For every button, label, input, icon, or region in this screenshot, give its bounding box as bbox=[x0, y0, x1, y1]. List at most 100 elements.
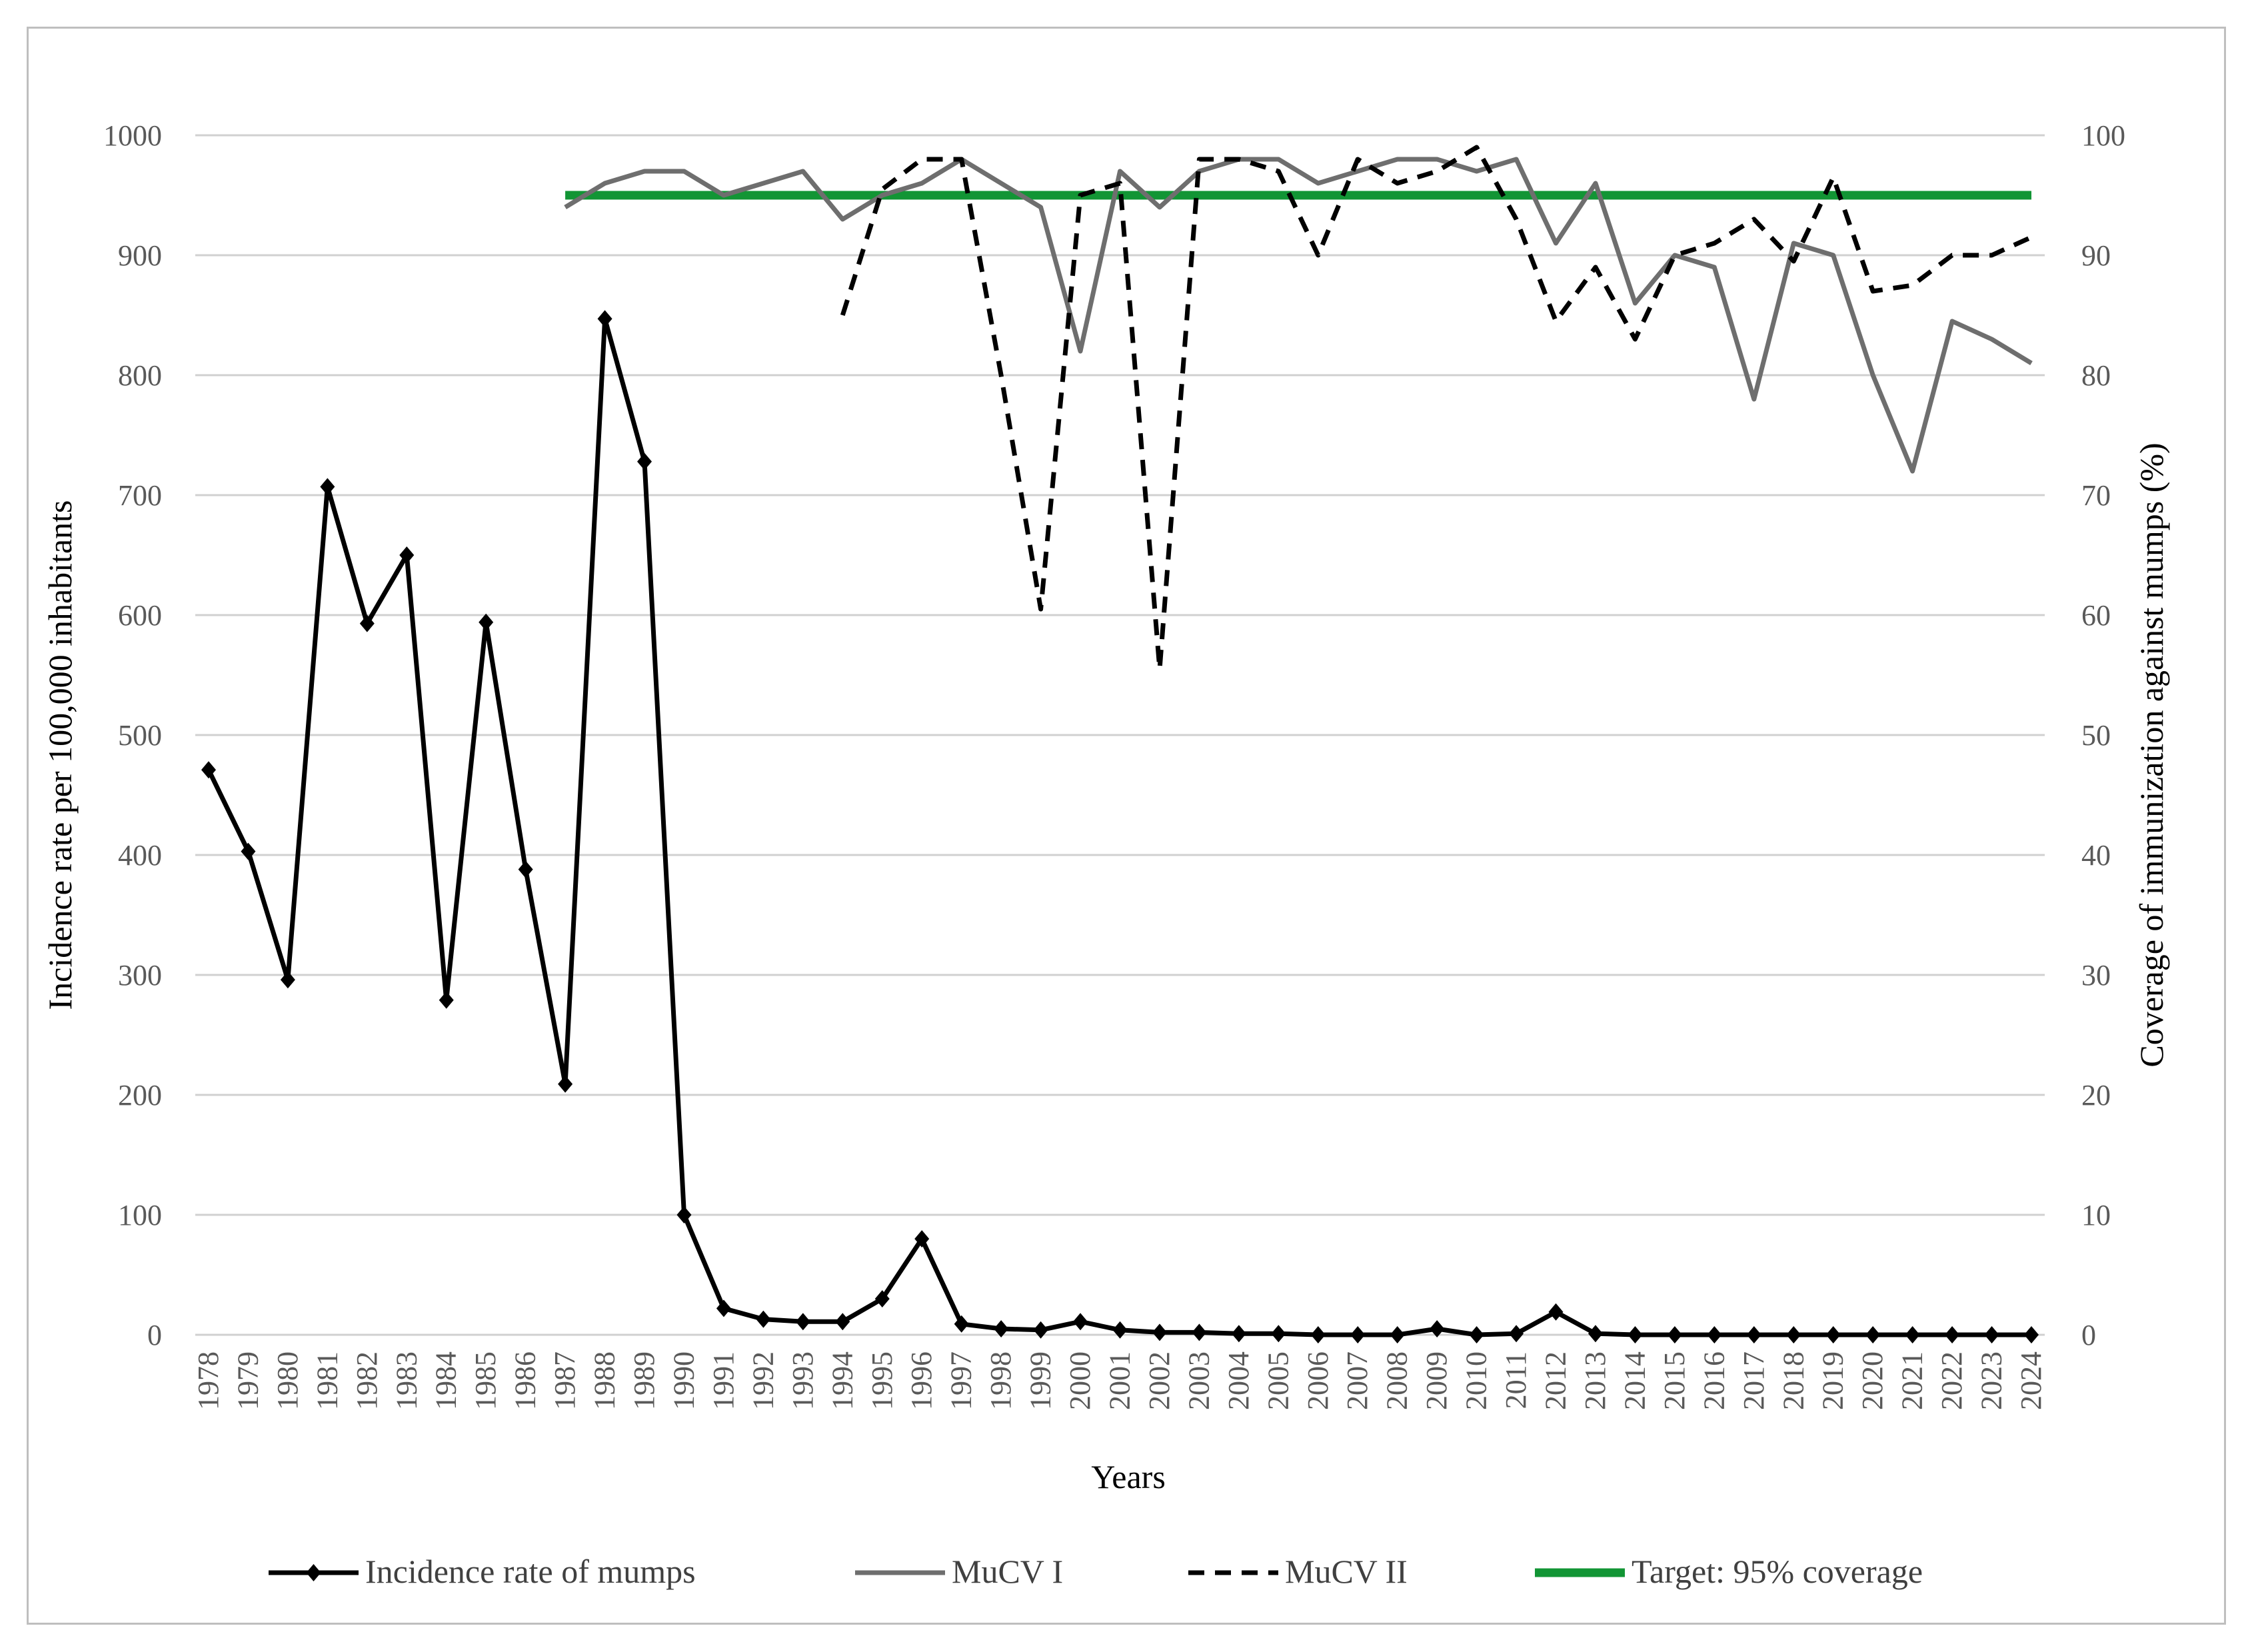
data-point-marker bbox=[1905, 1326, 1920, 1343]
data-point-marker bbox=[399, 546, 415, 564]
legend-label: Incidence rate of mumps bbox=[365, 1553, 696, 1590]
data-point-marker bbox=[874, 1290, 890, 1307]
left-y-tick-label: 300 bbox=[118, 959, 162, 992]
data-point-marker bbox=[1945, 1326, 1960, 1343]
x-tick-label: 2020 bbox=[1856, 1351, 1889, 1410]
data-point-marker bbox=[1469, 1326, 1484, 1343]
x-tick-label: 1996 bbox=[905, 1351, 938, 1410]
data-point-marker bbox=[439, 991, 454, 1009]
x-tick-label: 2007 bbox=[1341, 1351, 1374, 1410]
x-tick-label: 2011 bbox=[1500, 1351, 1532, 1409]
x-tick-label: 2002 bbox=[1143, 1351, 1176, 1410]
data-point-marker bbox=[756, 1310, 771, 1328]
x-axis-title: Years bbox=[1091, 1458, 1166, 1495]
x-tick-label: 2010 bbox=[1460, 1351, 1493, 1410]
x-tick-label: 1978 bbox=[192, 1351, 225, 1410]
series-line-0 bbox=[206, 316, 2031, 1337]
x-tick-label: 2005 bbox=[1262, 1351, 1294, 1410]
x-tick-label: 2013 bbox=[1579, 1351, 1612, 1410]
x-tick-label: 1998 bbox=[984, 1351, 1017, 1410]
data-point-marker bbox=[280, 971, 295, 989]
data-point-marker bbox=[954, 1315, 969, 1333]
data-point-marker bbox=[1707, 1326, 1722, 1343]
legend: Incidence rate of mumps MuCV I MuCV II Targ… bbox=[269, 1553, 1923, 1590]
x-tick-label: 1982 bbox=[351, 1351, 383, 1410]
right-y-tick-label: 50 bbox=[2081, 719, 2111, 752]
x-tick-label: 1991 bbox=[707, 1351, 740, 1410]
x-tick-label: 1983 bbox=[390, 1351, 423, 1410]
x-tick-label: 2008 bbox=[1381, 1351, 1414, 1410]
left-y-tick-label: 900 bbox=[118, 239, 162, 272]
data-point-marker bbox=[914, 1230, 930, 1247]
right-axis-title: Coverage of immunization against mumps (… bbox=[2133, 442, 2170, 1067]
left-y-ticks: 0 100 200 300 400 500 600 700 800 900 1000 bbox=[103, 119, 162, 1351]
series-lines bbox=[201, 145, 2039, 1343]
data-point-marker bbox=[1033, 1321, 1048, 1339]
x-tick-label: 2012 bbox=[1540, 1351, 1572, 1410]
left-y-tick-label: 100 bbox=[118, 1199, 162, 1232]
x-tick-label: 1985 bbox=[469, 1351, 502, 1410]
x-tick-label: 2022 bbox=[1935, 1351, 1968, 1410]
right-y-tick-label: 100 bbox=[2081, 119, 2125, 152]
x-tick-label: 1979 bbox=[231, 1351, 264, 1410]
left-y-tick-label: 800 bbox=[118, 359, 162, 392]
x-tick-label: 1999 bbox=[1024, 1351, 1057, 1410]
x-tick-label: 1980 bbox=[271, 1351, 304, 1410]
x-tick-label: 2009 bbox=[1420, 1351, 1453, 1410]
data-point-marker bbox=[1628, 1326, 1643, 1343]
left-y-tick-label: 0 bbox=[147, 1319, 162, 1351]
x-tick-label: 1997 bbox=[945, 1351, 978, 1410]
x-tick-label: 2004 bbox=[1222, 1351, 1255, 1410]
data-point-marker bbox=[1588, 1325, 1603, 1343]
right-y-tick-label: 40 bbox=[2081, 839, 2111, 872]
left-y-tick-label: 200 bbox=[118, 1079, 162, 1112]
data-point-marker bbox=[1865, 1326, 1881, 1343]
data-point-marker bbox=[479, 613, 494, 631]
data-point-marker bbox=[320, 478, 335, 496]
data-point-marker bbox=[1509, 1325, 1524, 1343]
right-y-tick-label: 70 bbox=[2081, 479, 2111, 512]
right-y-tick-label: 0 bbox=[2081, 1319, 2096, 1351]
x-tick-label: 1988 bbox=[588, 1351, 621, 1410]
right-y-tick-label: 90 bbox=[2081, 239, 2111, 272]
data-point-marker bbox=[2024, 1326, 2039, 1343]
series-line-1 bbox=[564, 157, 2033, 474]
right-y-ticks: 0 10 20 30 40 50 60 70 80 90 100 bbox=[2081, 119, 2125, 1351]
data-point-marker bbox=[1825, 1326, 1841, 1343]
x-tick-label: 2017 bbox=[1737, 1351, 1770, 1410]
right-y-tick-label: 10 bbox=[2081, 1199, 2111, 1232]
right-y-tick-label: 20 bbox=[2081, 1079, 2111, 1112]
legend-label: MuCV II bbox=[1285, 1553, 1408, 1590]
data-point-marker bbox=[1984, 1326, 1999, 1343]
data-point-marker bbox=[1667, 1326, 1682, 1343]
chart-frame: 0 100 200 300 400 500 600 700 800 900 1000 0 10 20 30… bbox=[27, 27, 2226, 1625]
data-point-marker bbox=[1350, 1326, 1366, 1343]
data-point-marker bbox=[994, 1320, 1009, 1337]
x-tick-label: 2024 bbox=[2015, 1351, 2047, 1410]
data-point-marker bbox=[1271, 1325, 1286, 1343]
data-point-marker bbox=[1786, 1326, 1801, 1343]
x-tick-label: 1987 bbox=[549, 1351, 581, 1410]
left-y-tick-label: 500 bbox=[118, 719, 162, 752]
left-y-tick-label: 600 bbox=[118, 599, 162, 632]
data-point-marker bbox=[1112, 1321, 1128, 1339]
data-point-marker bbox=[1746, 1326, 1761, 1343]
x-tick-label: 2006 bbox=[1302, 1351, 1334, 1410]
data-point-marker bbox=[1152, 1323, 1167, 1341]
series-line-2 bbox=[840, 145, 2033, 672]
data-point-marker bbox=[835, 1313, 850, 1331]
x-tick-label: 2019 bbox=[1817, 1351, 1849, 1410]
data-point-marker bbox=[1548, 1303, 1564, 1321]
legend-label: Target: 95% coverage bbox=[1632, 1553, 1923, 1590]
left-axis-title: Incidence rate per 100,000 inhabitants bbox=[41, 500, 79, 1010]
data-point-marker bbox=[1390, 1326, 1405, 1343]
x-tick-label: 2014 bbox=[1618, 1351, 1651, 1410]
data-point-marker bbox=[241, 842, 256, 860]
mumps-chart: 0 100 200 300 400 500 600 700 800 900 1000 0 10 20 30… bbox=[41, 119, 2170, 1590]
x-tick-label: 2021 bbox=[1896, 1351, 1929, 1410]
data-point-marker bbox=[558, 1075, 573, 1093]
data-point-marker bbox=[201, 761, 216, 779]
x-tick-label: 1995 bbox=[866, 1351, 898, 1410]
x-tick-label: 1992 bbox=[746, 1351, 779, 1410]
data-point-marker bbox=[1192, 1323, 1207, 1341]
